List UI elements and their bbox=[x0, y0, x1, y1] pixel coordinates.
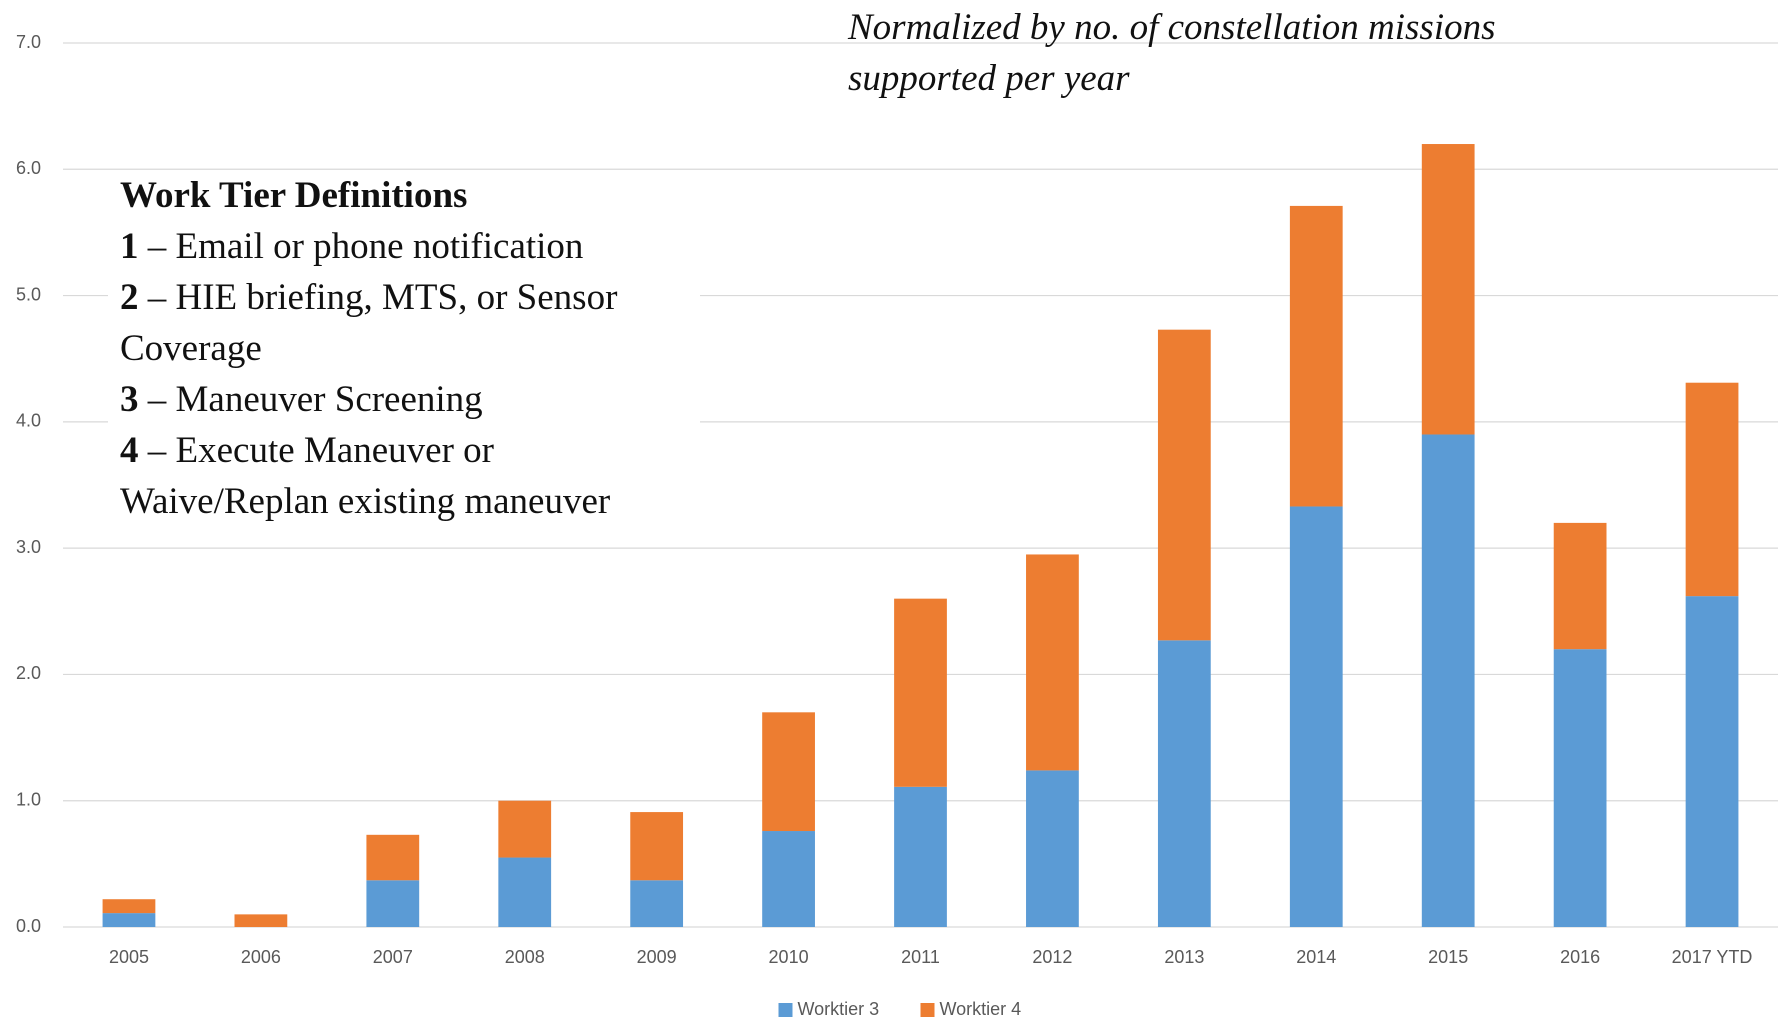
bar bbox=[630, 812, 684, 881]
x-tick-label: 2014 bbox=[1296, 947, 1336, 967]
bar bbox=[1421, 144, 1475, 435]
bar bbox=[498, 800, 552, 858]
legend-label: Worktier 4 bbox=[940, 999, 1022, 1019]
definitions-title: Work Tier Definitions bbox=[120, 175, 468, 216]
definition-item: 4 – Execute Maneuver or Waive/Replan exi… bbox=[120, 425, 690, 527]
x-tick-label: 2008 bbox=[505, 947, 545, 967]
x-tick-label: 2013 bbox=[1164, 947, 1204, 967]
bar bbox=[234, 914, 288, 927]
definition-item: 3 – Maneuver Screening bbox=[120, 374, 690, 425]
x-tick-label: 2007 bbox=[373, 947, 413, 967]
bar bbox=[894, 786, 947, 927]
y-tick-label: 3.0 bbox=[16, 537, 41, 557]
bar bbox=[102, 899, 156, 914]
legend-label: Worktier 3 bbox=[798, 999, 880, 1019]
x-tick-label: 2009 bbox=[637, 947, 677, 967]
x-tick-label: 2016 bbox=[1560, 947, 1600, 967]
legend-swatch bbox=[920, 1003, 935, 1017]
subtitle: Normalized by no. of constellation missi… bbox=[848, 7, 1496, 99]
x-tick-label: 2017 YTD bbox=[1672, 947, 1753, 967]
bar bbox=[1685, 382, 1739, 597]
definition-item: 1 – Email or phone notification bbox=[120, 221, 690, 272]
definitions: Work Tier Definitions 1 – Email or phone… bbox=[108, 170, 700, 537]
bar bbox=[1157, 640, 1211, 927]
bar bbox=[498, 857, 552, 927]
y-tick-label: 0.0 bbox=[16, 916, 41, 936]
bar bbox=[762, 712, 815, 832]
y-tick-label: 7.0 bbox=[16, 32, 41, 52]
x-tick-label: 2015 bbox=[1428, 947, 1468, 967]
bar bbox=[366, 880, 420, 927]
y-tick-label: 4.0 bbox=[16, 411, 41, 431]
definition-number: 2 bbox=[120, 277, 139, 318]
definition-number: 1 bbox=[120, 226, 139, 267]
bar bbox=[1157, 329, 1211, 641]
bar bbox=[894, 598, 947, 787]
bar bbox=[630, 880, 684, 927]
bar bbox=[1553, 522, 1607, 650]
bar bbox=[102, 913, 156, 927]
bar bbox=[1685, 596, 1739, 927]
bar bbox=[1026, 554, 1079, 771]
definition-number: 3 bbox=[120, 379, 139, 420]
x-tick-label: 2012 bbox=[1032, 947, 1072, 967]
bar bbox=[1289, 506, 1343, 927]
x-tick-label: 2010 bbox=[769, 947, 809, 967]
bar bbox=[1289, 205, 1343, 507]
x-tick-label: 2006 bbox=[241, 947, 281, 967]
y-tick-label: 5.0 bbox=[16, 284, 41, 304]
bar bbox=[1421, 434, 1475, 927]
x-tick-label: 2011 bbox=[901, 947, 940, 967]
definition-text: – Maneuver Screening bbox=[147, 379, 483, 420]
y-tick-label: 2.0 bbox=[16, 663, 41, 683]
y-tick-label: 6.0 bbox=[16, 158, 41, 178]
bar bbox=[762, 831, 815, 927]
definition-number: 4 bbox=[120, 430, 139, 471]
definition-text: – Email or phone notification bbox=[147, 226, 584, 267]
y-tick-label: 1.0 bbox=[16, 789, 41, 809]
definition-text: – Execute Maneuver or Waive/Replan exist… bbox=[120, 430, 611, 522]
bar bbox=[366, 834, 420, 881]
bar bbox=[1026, 770, 1079, 927]
bar bbox=[1553, 649, 1607, 927]
x-tick-label: 2005 bbox=[109, 947, 149, 967]
legend-swatch bbox=[778, 1003, 793, 1017]
definition-item: 2 – HIE briefing, MTS, or Sensor Coverag… bbox=[120, 272, 690, 374]
definition-text: – HIE briefing, MTS, or Sensor Coverage bbox=[120, 277, 618, 369]
